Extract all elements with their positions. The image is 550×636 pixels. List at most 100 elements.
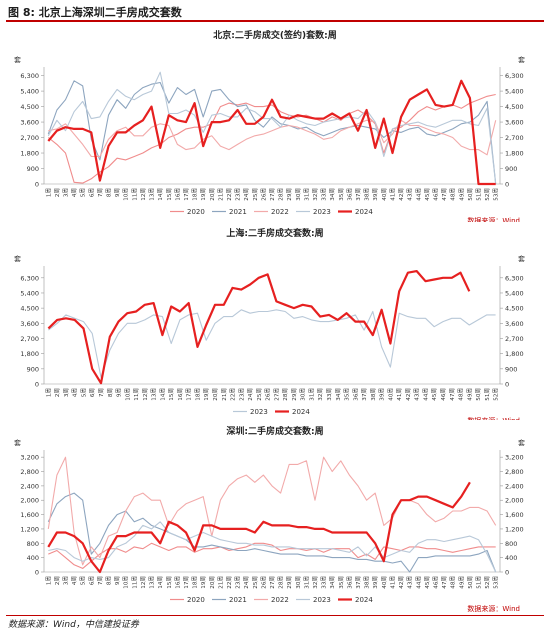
y-tick-label-right: 0 [505,569,509,577]
x-tick-label: 39周 [372,576,379,589]
y-tick-label-right: 2,400 [505,482,524,490]
x-tick-label: 49周 [458,188,465,201]
y-tick-label-right: 4,500 [505,103,524,111]
x-tick-label: 32周 [317,388,324,401]
y-tick-label-left: 4,500 [20,305,39,313]
chart-panel-beijing: 北京:二手房成交(签约)套数:周套 套 0 0 900 900 1,800 1,800 2,70… [0,26,550,225]
x-tick-label: 47周 [449,388,456,401]
x-tick-label: 4周 [71,576,78,585]
legend-label-2023: 2023 [313,208,331,216]
x-tick-label: 29周 [286,576,293,589]
x-tick-label: 14周 [157,576,164,589]
x-tick-label: 46周 [432,188,439,201]
x-tick-label: 32周 [312,188,319,201]
series-line-2021 [47,80,497,185]
x-tick-label: 50周 [467,188,474,201]
y-tick-label-right: 6,300 [505,274,524,282]
x-tick-label: 25周 [256,388,263,401]
y-tick-label-right: 3,600 [505,119,524,127]
x-tick-label: 24周 [247,388,254,401]
x-tick-label: 45周 [431,388,438,401]
x-tick-label: 9周 [114,188,121,197]
x-tick-label: 40周 [381,576,388,589]
x-tick-label: 14周 [159,388,166,401]
series-line-2020 [48,542,496,569]
x-tick-label: 12周 [140,576,147,589]
x-tick-label: 35周 [338,576,345,589]
x-tick-label: 23周 [235,188,242,201]
legend-label-2021: 2021 [229,208,247,216]
series-line-2024 [47,269,471,385]
y-unit-left: 套 [14,438,21,447]
y-tick-label-right: 1,800 [505,150,524,158]
y-tick-label-left: 3,600 [20,119,39,127]
y-tick-label-right: 0 [505,181,509,189]
y-tick-label-left: 0 [35,181,39,189]
x-tick-label: 42周 [405,388,412,401]
x-tick-label: 37周 [361,388,368,401]
footer-source: 数据来源：Wind，中信建投证券 [8,620,139,630]
x-tick-label: 25周 [252,188,259,201]
x-tick-label: 28周 [282,388,289,401]
x-tick-label: 5周 [80,576,87,585]
x-tick-label: 21周 [217,576,224,589]
x-tick-label: 13周 [151,388,158,401]
x-tick-label: 19周 [200,576,207,589]
x-tick-label: 7周 [98,388,105,397]
x-tick-label: 34周 [329,188,336,201]
x-tick-label: 1周 [45,188,52,197]
y-tick-label-left: 5,400 [20,289,39,297]
x-tick-label: 3周 [63,388,70,397]
x-tick-label: 39周 [379,388,386,401]
x-tick-label: 21周 [221,388,228,401]
x-tick-label: 24周 [243,188,250,201]
x-tick-label: 8周 [106,188,113,197]
x-tick-label: 2周 [54,388,61,397]
series-line-2021 [47,492,497,573]
y-tick-label-right: 4,500 [505,305,524,313]
x-tick-label: 29周 [291,388,298,401]
y-tick-label-right: 800 [505,540,517,548]
x-tick-label: 35周 [344,388,351,401]
x-tick-label: 31周 [308,388,315,401]
x-tick-label: 43周 [414,388,421,401]
y-tick-label-right: 0 [505,381,509,389]
legend-label-2021: 2021 [229,596,247,604]
x-tick-label: 16周 [177,388,184,401]
legend-label-2022: 2022 [271,208,289,216]
x-tick-label: 22周 [226,576,233,589]
x-tick-label: 33周 [326,388,333,401]
x-tick-label: 15周 [166,188,173,201]
x-tick-label: 37周 [355,188,362,201]
legend-label-2023: 2023 [313,596,331,604]
x-tick-label: 6周 [88,576,95,585]
x-tick-label: 28周 [278,576,285,589]
x-tick-label: 35周 [338,188,345,201]
x-tick-label: 19周 [200,188,207,201]
legend-label-2020: 2020 [187,208,205,216]
x-tick-label: 12周 [142,388,149,401]
chart-svg-shanghai: 上海:二手房成交套数:周套 套 0 0 900 900 1,800 1,800 2,700 2,7… [14,227,525,425]
x-tick-label: 41周 [389,188,396,201]
x-tick-label: 26周 [265,388,272,401]
x-tick-label: 3周 [63,576,70,585]
x-tick-label: 52周 [484,188,491,201]
x-tick-label: 34周 [329,576,336,589]
x-tick-label: 15周 [166,576,173,589]
y-tick-label-left: 5,400 [20,88,39,96]
y-unit-left: 套 [14,254,21,263]
x-tick-label: 29周 [286,188,293,201]
title-rule [6,20,544,22]
y-tick-label-left: 2,700 [20,335,39,343]
x-tick-label: 48周 [450,188,457,201]
x-tick-label: 10周 [123,576,130,589]
x-tick-label: 14周 [157,188,164,201]
x-tick-label: 30周 [300,388,307,401]
x-tick-label: 48周 [450,576,457,589]
x-tick-label: 20周 [209,188,216,201]
x-tick-label: 31周 [303,188,310,201]
y-tick-label-left: 2,800 [20,468,39,476]
x-tick-label: 53周 [493,188,500,201]
x-tick-label: 11周 [131,188,138,201]
x-tick-label: 2周 [54,188,61,197]
